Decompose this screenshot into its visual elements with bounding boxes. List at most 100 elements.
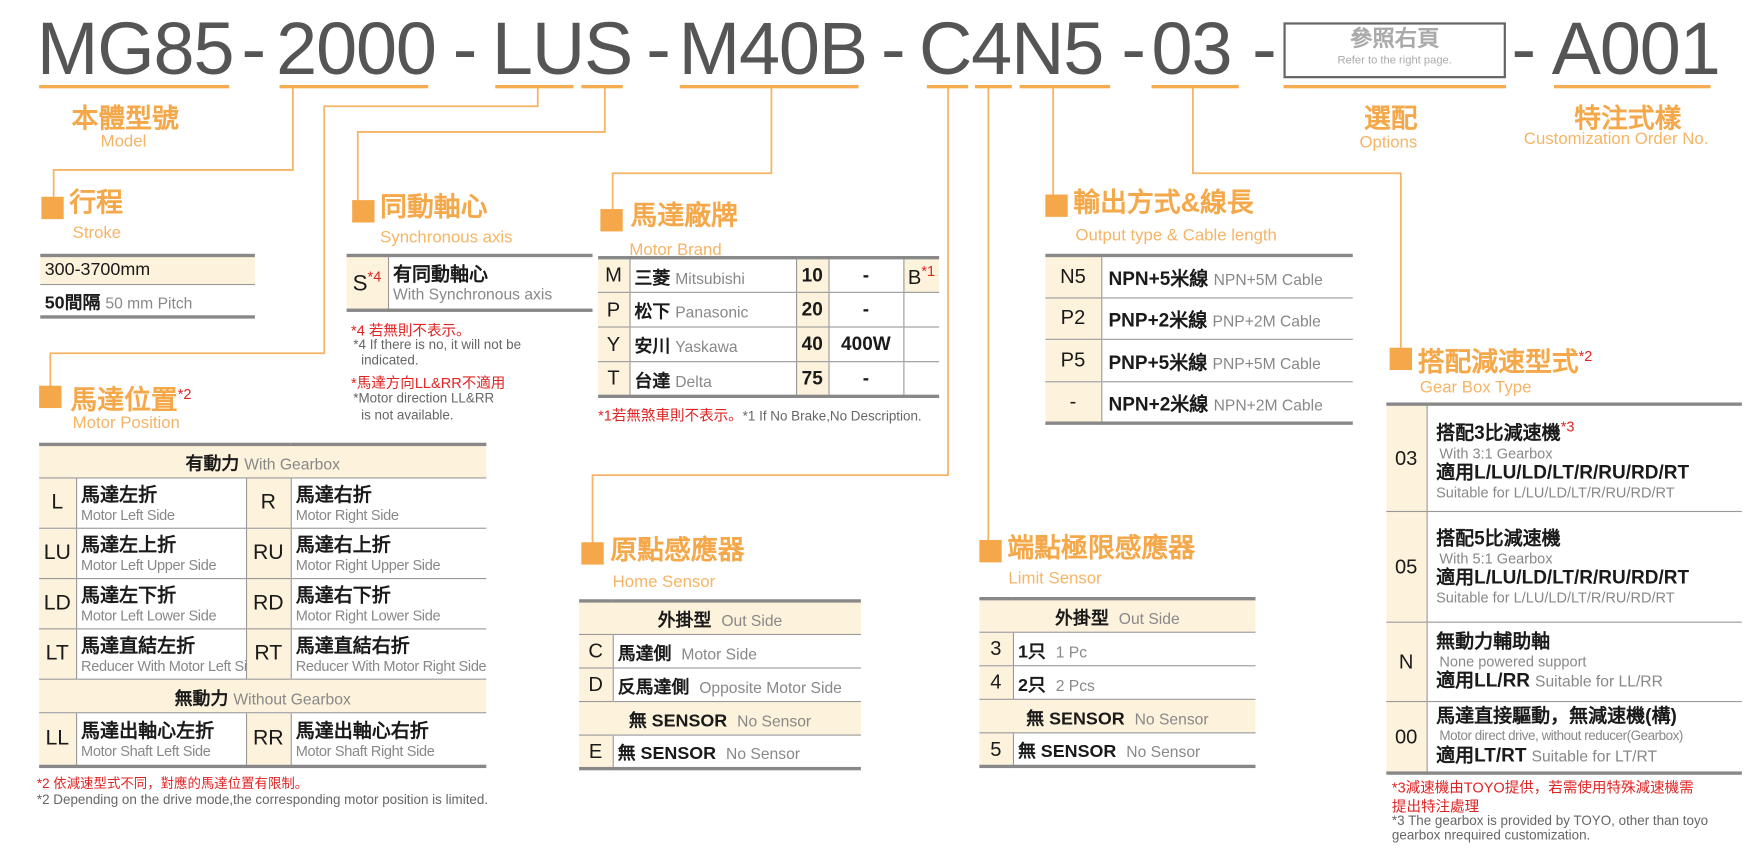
position-row: LD 馬達左下折 Motor Left Lower Side RD 馬達右下折 Motor… bbox=[39, 578, 487, 629]
home-desc-en: Opposite Motor Side bbox=[699, 678, 842, 696]
gearbox-row: 05 搭配5比減速機 With 5:1 Gearbox 適用L/LU/LD/LT/R/… bbox=[1386, 510, 1742, 623]
connector-gearbox bbox=[1192, 87, 1402, 348]
position-desc: 馬達出軸心右折 Motor Shaft Right Side bbox=[290, 712, 487, 767]
stroke-table: 300-3700mm 50間隔 50 mm Pitch bbox=[40, 253, 255, 319]
brand-name: 三菱 Mitsubishi bbox=[628, 257, 797, 293]
brand-wattage: - bbox=[827, 291, 904, 328]
position-row: LT 馬達直結左折 Reducer With Motor Left Side RT 馬達… bbox=[39, 628, 487, 680]
code-separator: - bbox=[880, 6, 906, 90]
brand-code: Y bbox=[598, 326, 630, 362]
brand-brake-value: B bbox=[907, 265, 922, 288]
custom-label-zh: 特注式樣 bbox=[1574, 103, 1682, 135]
gearbox-code: 03 bbox=[1386, 403, 1427, 512]
position-code-value: RU bbox=[252, 541, 284, 565]
output-code: N5 bbox=[1045, 254, 1102, 298]
position-code: LD bbox=[39, 578, 77, 629]
gearbox-note-zh: *3減速機由TOYO提供，若需使用特殊減速機需 bbox=[1391, 779, 1694, 797]
home-code-value: E bbox=[588, 739, 603, 762]
output-desc-zh: PNP+2米線 bbox=[1108, 309, 1208, 332]
gearbox-desc-zh: 搭配3比減速機 bbox=[1436, 422, 1561, 444]
section-marker bbox=[979, 539, 1002, 563]
sync-note2-en: is not available. bbox=[361, 406, 454, 423]
underline bbox=[926, 84, 969, 89]
brand-name: 台達 Delta bbox=[628, 361, 797, 397]
without-gearbox-header-cell: 無動力 Without Gearbox bbox=[39, 678, 487, 713]
options-box-zh: 參照右頁 bbox=[1349, 26, 1440, 52]
position-desc: 馬達左折 Motor Left Side bbox=[75, 477, 246, 529]
brand-wattage-value: - bbox=[862, 298, 870, 320]
code-sensor-output: C4N5 bbox=[918, 6, 1104, 90]
without-gearbox-header-en: Without Gearbox bbox=[233, 689, 351, 708]
code-separator: - bbox=[1121, 6, 1146, 90]
gearbox-desc: 搭配3比減速機*3 With 3:1 Gearbox 適用L/LU/LD/LT/R/… bbox=[1426, 403, 1742, 512]
home-subtitle: Home Sensor bbox=[612, 572, 716, 592]
gearbox-suitable-zh: 適用L/LU/LD/LT/R/RU/RD/RT bbox=[1436, 566, 1690, 589]
home-desc-zh: 馬達側 bbox=[617, 644, 672, 664]
gearbox-code-value: 03 bbox=[1394, 446, 1418, 470]
limit-outside-header-cell: 外掛型 Out Side bbox=[979, 598, 1256, 633]
position-code: RD bbox=[245, 578, 291, 629]
home-title: 原點感應器 bbox=[610, 535, 745, 566]
limit-no-sensor-header: 無 SENSOR No Sensor bbox=[979, 698, 1256, 733]
position-desc-en: Motor Left Lower Side bbox=[81, 606, 217, 624]
gearbox-table: 03 搭配3比減速機*3 With 3:1 Gearbox 適用L/LU/LD/LT/… bbox=[1386, 402, 1742, 775]
position-row: LL 馬達出軸心左折 Motor Shaft Left Side RR 馬達出軸心右折 M… bbox=[39, 712, 487, 767]
position-desc: 馬達直結左折 Reducer With Motor Left Side bbox=[75, 628, 246, 680]
limit-code: 4 bbox=[979, 665, 1013, 700]
limit-no-sensor-header-zh: 無 SENSOR bbox=[1026, 709, 1125, 729]
custom-label-en: Customization Order No. bbox=[1523, 129, 1709, 149]
position-code: LT bbox=[39, 628, 77, 680]
brand-brake bbox=[902, 361, 940, 397]
home-row: E 無 SENSOR No Sensor bbox=[579, 734, 861, 769]
options-box-en: Refer to the right page. bbox=[1337, 54, 1452, 68]
brand-number: 20 bbox=[795, 291, 829, 328]
sync-code-letter: S bbox=[352, 271, 368, 297]
position-desc-en: Reducer With Motor Left Side bbox=[81, 656, 246, 674]
position-desc-en: Motor Left Upper Side bbox=[81, 556, 217, 573]
underline bbox=[1019, 84, 1111, 89]
position-code-value: R bbox=[260, 490, 276, 515]
brand-code-letter: P bbox=[606, 297, 621, 321]
connector-brand bbox=[611, 87, 773, 210]
position-desc-zh: 馬達左下折 bbox=[81, 584, 177, 606]
output-code: P2 bbox=[1045, 296, 1102, 340]
underline bbox=[679, 84, 859, 89]
output-desc: NPN+5米線 NPN+5M Cable bbox=[1100, 254, 1353, 298]
limit-code-value: 3 bbox=[990, 637, 1002, 660]
sync-desc-en: With Synchronous axis bbox=[392, 284, 553, 303]
position-desc: 馬達左上折 Motor Left Upper Side bbox=[75, 527, 246, 579]
underline bbox=[1151, 84, 1239, 89]
options-label-en: Options bbox=[1359, 133, 1418, 153]
home-code-value: D bbox=[588, 673, 603, 696]
gearbox-suitable-zh: 適用LT/RT bbox=[1436, 744, 1527, 766]
limit-outside-header-zh: 外掛型 bbox=[1055, 609, 1109, 629]
code-separator: - bbox=[452, 6, 478, 90]
limit-code: 3 bbox=[979, 631, 1013, 666]
without-gearbox-header-zh: 無動力 bbox=[174, 689, 229, 709]
position-desc-zh: 馬達左上折 bbox=[81, 533, 177, 556]
section-marker bbox=[600, 209, 623, 232]
position-code-value: RT bbox=[254, 641, 283, 666]
limit-row: 3 1只 1 Pc bbox=[979, 631, 1256, 666]
brand-brake bbox=[902, 326, 940, 362]
output-desc-zh: NPN+2米線 bbox=[1108, 393, 1209, 415]
sync-note-en: indicated. bbox=[361, 352, 419, 368]
output-title: 輸出方式&線長 bbox=[1073, 187, 1254, 219]
output-desc: PNP+5米線 PNP+5M Cable bbox=[1100, 338, 1353, 382]
gearbox-code-value: N bbox=[1398, 650, 1414, 673]
position-desc: 馬達出軸心左折 Motor Shaft Left Side bbox=[75, 712, 246, 767]
brand-name-en: Panasonic bbox=[675, 302, 749, 321]
limit-desc: 2只 2 Pcs bbox=[1012, 665, 1256, 700]
code-separator: - bbox=[241, 6, 267, 90]
home-desc-zh: 無 SENSOR bbox=[617, 744, 717, 764]
brand-number: 10 bbox=[795, 257, 829, 293]
options-box: 參照右頁 Refer to the right page. bbox=[1283, 22, 1506, 79]
position-desc-en: Motor Shaft Right Side bbox=[295, 741, 435, 759]
gearbox-desc-zh: 搭配5比減速機 bbox=[1436, 527, 1561, 549]
brand-brake bbox=[902, 291, 940, 328]
gearbox-desc: 搭配5比減速機 With 5:1 Gearbox 適用L/LU/LD/LT/R/RU… bbox=[1426, 510, 1742, 623]
gearbox-desc-en: None powered support bbox=[1439, 652, 1587, 670]
limit-desc-en: 2 Pcs bbox=[1055, 675, 1095, 694]
gearbox-desc-line1: 無動力輔助軸 bbox=[1436, 631, 1737, 653]
gearbox-suitable-en: Suitable for LL/RR bbox=[1535, 671, 1663, 690]
